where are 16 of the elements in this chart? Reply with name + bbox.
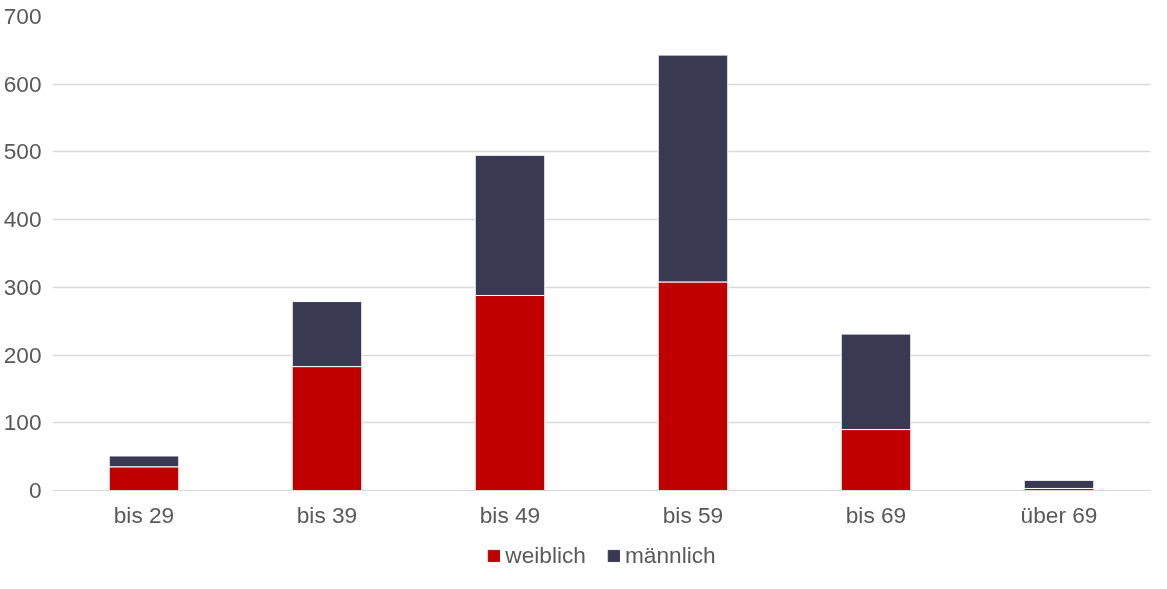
y-tick-label: 300 [3,273,42,300]
legend-label: männlich [624,541,716,569]
x-tick-label: bis 49 [479,501,541,528]
legend-label: weiblich [505,541,586,569]
y-tick-label: 0 [28,477,42,503]
x-tick-label: über 69 [1020,501,1098,528]
y-tick-label: 100 [3,409,42,436]
y-tick-label: 500 [3,138,42,165]
x-tick-label: bis 29 [113,501,175,528]
y-tick-label: 400 [3,206,42,233]
y-tick-label: 700 [3,3,42,29]
y-tick-label: 600 [3,70,42,97]
x-tick-label: bis 69 [845,501,907,528]
x-tick-label: bis 39 [296,501,358,528]
x-tick-label: bis 59 [662,501,724,528]
y-tick-label: 200 [3,341,42,368]
